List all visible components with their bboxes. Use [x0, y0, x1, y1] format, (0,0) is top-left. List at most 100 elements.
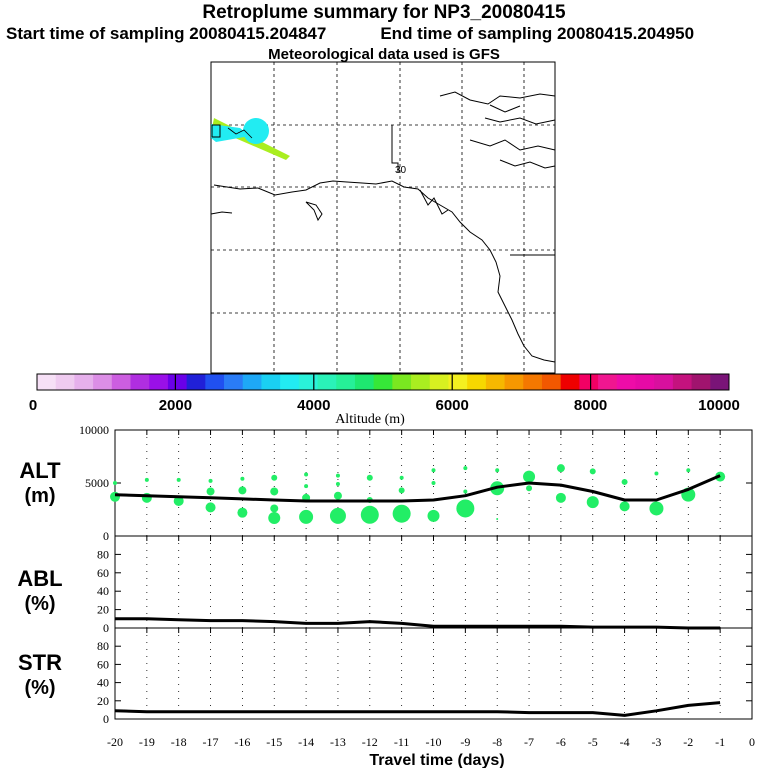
- altitude-colorbar: 0 2000 4000 6000 8000 10000 Altitude (m): [29, 373, 740, 427]
- map-gridlines: [211, 62, 555, 373]
- colorbar-cell: [411, 374, 431, 390]
- colorbar-cell: [392, 374, 412, 390]
- y-tick-label: 0: [103, 621, 109, 635]
- plume-dot: [335, 482, 340, 487]
- abl-series-line: [115, 617, 721, 630]
- str-series-line: [114, 701, 721, 717]
- colorbar-cell: [710, 374, 730, 390]
- alt-ylabel: ALT: [19, 458, 61, 483]
- plume-dot: [526, 485, 533, 492]
- colorbar-tick-label: 10000: [698, 397, 740, 414]
- colorbar-cell: [317, 374, 337, 390]
- plume-dot: [333, 491, 342, 500]
- sampling-times: Start time of sampling 20080415.204847 En…: [6, 24, 766, 44]
- plume-dot: [456, 499, 475, 518]
- x-tick-label: -16: [234, 735, 250, 749]
- y-tick-label: 10000: [79, 423, 109, 437]
- plume-dot: [304, 472, 309, 477]
- plume-dot: [240, 476, 245, 481]
- str-yunit: (%): [24, 677, 55, 699]
- map-panel: 30: [210, 61, 556, 374]
- y-tick-label: 60: [97, 657, 109, 671]
- x-tick-label: -3: [651, 735, 661, 749]
- plume-dot: [619, 501, 630, 512]
- plume-dot: [431, 481, 436, 485]
- colorbar-cell: [579, 374, 599, 390]
- plume-dot: [144, 477, 149, 482]
- colorbar-cell: [149, 374, 169, 390]
- colorbar-cell: [261, 374, 281, 390]
- colorbar-cell: [448, 374, 468, 390]
- colorbar-cell: [373, 374, 393, 390]
- colorbar-tick-label: 0: [29, 397, 37, 414]
- colorbar-cell: [55, 374, 75, 390]
- plume-dot: [556, 464, 565, 473]
- colorbar-tick-label: 4000: [297, 397, 330, 414]
- y-tick-label: 60: [97, 566, 109, 580]
- x-tick-label: -19: [139, 735, 155, 749]
- plume-dot: [366, 474, 373, 481]
- plume-dot: [431, 468, 436, 473]
- colorbar-cell: [354, 374, 375, 390]
- colorbar-tick-label: 6000: [436, 397, 469, 414]
- x-tick-label: -7: [524, 735, 534, 749]
- y-tick-label: 0: [103, 712, 109, 726]
- plume-dot: [463, 466, 468, 471]
- x-tick-label: -15: [266, 735, 282, 749]
- x-tick-label: -6: [556, 735, 566, 749]
- x-tick-label: -5: [588, 735, 598, 749]
- end-time-label: End time of sampling 20080415.204950: [380, 24, 695, 43]
- x-tick-label: -13: [330, 735, 346, 749]
- plume-dot: [555, 492, 566, 503]
- colorbar-cell: [485, 374, 505, 390]
- x-tick-label: -12: [362, 735, 378, 749]
- plume-dot: [621, 478, 628, 485]
- x-tick-label: -10: [426, 735, 442, 749]
- plume-dot: [270, 504, 279, 513]
- x-tick-label: -9: [460, 735, 470, 749]
- plume-dot: [329, 507, 346, 524]
- plume-dot: [238, 486, 247, 495]
- x-tick-label: -20: [107, 735, 123, 749]
- plume-dot: [398, 487, 405, 494]
- plume-dot: [304, 484, 309, 489]
- plume-dot: [205, 502, 216, 513]
- x-tick-label: 0: [749, 735, 755, 749]
- plume-dot: [427, 509, 440, 522]
- colorbar-cell: [205, 374, 225, 390]
- y-tick-label: 20: [97, 603, 109, 617]
- str-panel: 0 20 40 60 80 STR (%): [18, 627, 753, 726]
- plume-dot: [268, 511, 281, 524]
- plume-dot: [586, 496, 599, 509]
- colorbar-cell: [93, 374, 113, 390]
- x-axis: -20 -19 -18 -17 -16 -15 -14 -13 -12 -11 -10 -9 -8 -7-…: [107, 735, 755, 749]
- x-tick-label: -14: [298, 735, 314, 749]
- plume-dot: [113, 481, 117, 485]
- plume-dot: [654, 471, 659, 476]
- alt-yunit: (m): [24, 485, 55, 507]
- y-tick-label: 80: [97, 547, 109, 561]
- colorbar-cell: [336, 374, 356, 390]
- alt-series-line: [114, 474, 721, 503]
- plume-dot: [270, 487, 279, 496]
- abl-yunit: (%): [24, 593, 55, 615]
- y-tick-label: 0: [103, 529, 109, 543]
- page-title: Retroplume summary for NP3_20080415: [202, 2, 566, 23]
- plume-dot: [463, 489, 468, 494]
- plume-dot: [399, 475, 404, 480]
- colorbar-cell: [616, 374, 636, 390]
- colorbar-cell: [74, 374, 94, 390]
- str-ylabel: STR: [18, 650, 62, 675]
- plume-dot: [299, 509, 314, 524]
- plume-trajectory: [211, 118, 290, 160]
- plume-dot: [495, 468, 500, 473]
- colorbar-cell: [635, 374, 655, 390]
- x-tick-label: -1: [715, 735, 725, 749]
- y-tick-label: 20: [97, 694, 109, 708]
- start-time-label: Start time of sampling 20080415.204847: [6, 24, 327, 43]
- y-tick-label: 40: [97, 584, 109, 598]
- colorbar-cell: [298, 374, 318, 390]
- map-grid-label: 30: [395, 165, 407, 176]
- colorbar-cell: [37, 374, 57, 390]
